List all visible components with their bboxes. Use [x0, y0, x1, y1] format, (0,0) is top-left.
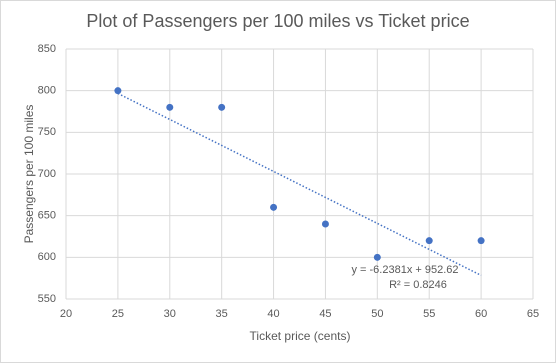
x-tick-label: 65	[527, 308, 539, 320]
y-tick-label: 850	[38, 43, 56, 55]
x-tick-label: 20	[60, 308, 72, 320]
chart-title: Plot of Passengers per 100 miles vs Tick…	[86, 11, 469, 31]
x-tick-label: 45	[319, 308, 331, 320]
data-point	[270, 203, 278, 211]
data-point	[425, 237, 433, 245]
data-point	[321, 220, 329, 228]
trendline-equation: y = -6.2381x + 952.62	[351, 264, 458, 276]
trendline	[117, 92, 482, 277]
y-tick-label: 550	[38, 293, 56, 305]
x-tick-label: 40	[267, 308, 279, 320]
y-tick-label: 700	[38, 168, 56, 180]
y-axis-title: Passengers per 100 miles	[22, 105, 36, 244]
data-point	[477, 237, 485, 245]
x-axis-title: Ticket price (cents)	[250, 329, 351, 343]
y-tick-label: 600	[38, 251, 56, 263]
x-tick-label: 50	[371, 308, 383, 320]
y-tick-label: 750	[38, 126, 56, 138]
x-tick-label: 35	[216, 308, 228, 320]
y-tick-label: 650	[38, 210, 56, 222]
x-tick-label: 25	[112, 308, 124, 320]
data-point	[218, 103, 226, 111]
data-point	[166, 103, 174, 111]
trendline-r2: R² = 0.8246	[389, 279, 447, 291]
data-point	[373, 253, 381, 261]
x-tick-label: 30	[164, 308, 176, 320]
x-tick-label: 60	[475, 308, 487, 320]
x-tick-label: 55	[423, 308, 435, 320]
y-tick-label: 800	[38, 85, 56, 97]
data-point	[114, 87, 122, 95]
grid: 550 600 650 700 750 800 850 20 25 30 35 40 45 50 55 60 6…	[38, 43, 539, 320]
plot	[114, 87, 485, 277]
